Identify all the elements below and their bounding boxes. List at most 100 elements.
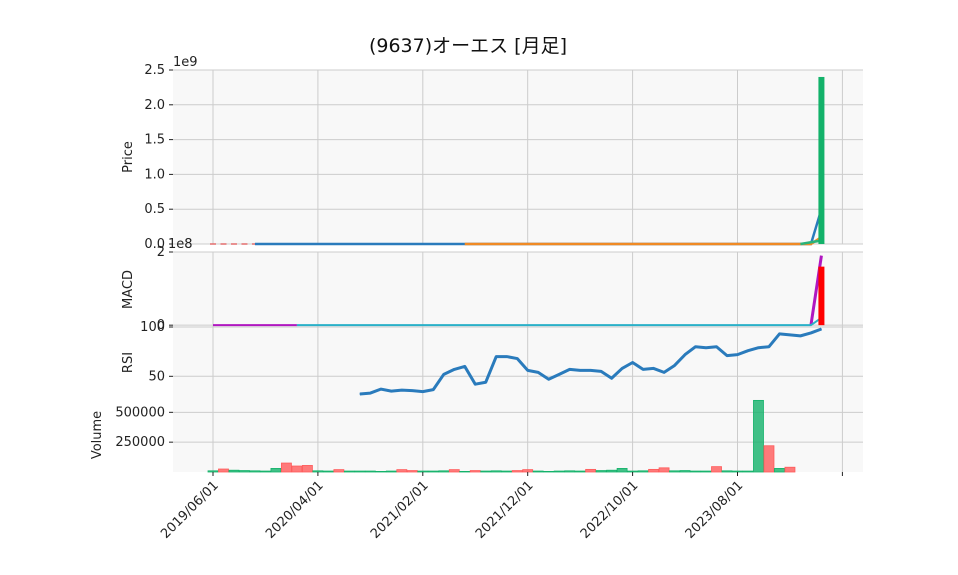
- x-tick-label-1: 2020/04/01: [263, 478, 327, 542]
- price-ytick-label-0: 0.0: [144, 237, 165, 252]
- volume-bar-33: [553, 470, 565, 473]
- rsi-point-15: [369, 392, 371, 394]
- price-ylabel: Price: [121, 141, 136, 173]
- volume-bar-31: [532, 470, 544, 473]
- rsi-point-38: [611, 377, 613, 379]
- volume-bar-3: [239, 470, 250, 473]
- volume-bar-18: [396, 469, 408, 473]
- rsi-point-31: [537, 371, 539, 373]
- rsi-point-42: [653, 367, 655, 369]
- volume-bar-14: [354, 470, 366, 473]
- volume-bar-39: [616, 468, 628, 473]
- macd-ytick-label-1: 2: [157, 245, 165, 260]
- rsi-point-41: [642, 368, 644, 370]
- volume-bar-0: [207, 470, 219, 473]
- rsi-point-19: [411, 390, 413, 392]
- x-tick-label-0: 2019/06/01: [158, 478, 222, 542]
- rsi-point-28: [506, 356, 508, 358]
- volume-bar-54: [774, 468, 785, 473]
- volume-panel-bg: [173, 398, 863, 472]
- rsi-point-24: [464, 365, 466, 367]
- volume-bar-46: [690, 470, 701, 473]
- volume-bar-11: [322, 470, 334, 473]
- x-tick-label-3: 2021/12/01: [473, 478, 537, 542]
- volume-bar-44: [669, 470, 680, 473]
- volume-bar-42: [648, 468, 659, 473]
- rsi-point-20: [422, 391, 424, 393]
- rsi-point-56: [799, 335, 801, 337]
- volume-bar-55: [784, 466, 796, 473]
- price-offset-label: 1e9: [173, 55, 198, 70]
- volume-bar-40: [627, 470, 638, 473]
- rsi-point-35: [579, 369, 581, 371]
- rsi-point-46: [695, 346, 697, 348]
- rsi-point-45: [684, 354, 686, 356]
- rsi-ytick-label-0: 50: [148, 369, 165, 384]
- rsi-point-47: [705, 347, 707, 349]
- rsi-point-50: [737, 354, 738, 356]
- macd-panel-bg: [173, 252, 863, 327]
- volume-bar-50: [732, 470, 743, 473]
- volume-ytick-label-0: 250000: [115, 435, 165, 450]
- volume-bar-53: [763, 445, 775, 473]
- price-last-candle: [818, 76, 825, 245]
- rsi-point-54: [778, 333, 780, 335]
- volume-bar-1: [218, 468, 229, 473]
- volume-bar-6: [270, 468, 282, 473]
- chart-title: (9637)オーエス [月足]: [369, 35, 567, 57]
- x-tick-label-5: 2023/08/01: [683, 478, 747, 542]
- rsi-point-26: [485, 381, 487, 383]
- volume-bar-7: [281, 462, 292, 473]
- volume-bar-2: [228, 469, 240, 473]
- rsi-point-18: [401, 389, 403, 391]
- volume-bar-41: [637, 470, 649, 473]
- rsi-point-51: [747, 350, 749, 352]
- price-ytick-label-4: 2.0: [144, 98, 165, 113]
- price-ytick-label-5: 2.5: [144, 63, 165, 78]
- rsi-point-25: [474, 383, 476, 385]
- rsi-point-22: [443, 373, 445, 375]
- macd-ytick-label-0: 0: [157, 318, 165, 333]
- volume-bar-36: [585, 468, 597, 473]
- rsi-point-33: [558, 373, 560, 375]
- rsi-point-23: [453, 368, 455, 370]
- rsi-point-16: [380, 388, 382, 390]
- volume-bar-23: [448, 469, 460, 473]
- volume-bar-21: [427, 470, 439, 473]
- volume-bar-22: [438, 470, 450, 473]
- rsi-point-27: [495, 356, 497, 358]
- macd-histogram-bar: [818, 266, 825, 326]
- volume-bar-19: [406, 470, 418, 473]
- rsi-point-34: [569, 368, 571, 370]
- volume-bar-45: [679, 470, 691, 473]
- macd-offset-label: 1e8: [168, 237, 193, 252]
- volume-bar-5: [260, 470, 271, 473]
- volume-bar-37: [595, 470, 607, 473]
- volume-bar-48: [711, 466, 722, 473]
- rsi-point-44: [674, 364, 676, 366]
- volume-bar-12: [333, 469, 345, 473]
- rsi-point-29: [516, 358, 518, 360]
- rsi-point-36: [590, 369, 592, 371]
- volume-bar-29: [511, 470, 523, 473]
- rsi-ytick-label-1: 100: [140, 320, 165, 335]
- volume-bar-16: [375, 471, 387, 473]
- rsi-point-58: [820, 328, 822, 330]
- macd-signal-line: [296, 317, 822, 327]
- volume-bar-20: [417, 470, 429, 473]
- volume-bar-30: [522, 469, 534, 473]
- volume-bar-9: [302, 465, 313, 473]
- price-ma-line-2: [464, 235, 823, 246]
- volume-bar-34: [564, 470, 576, 473]
- rsi-point-39: [621, 367, 623, 369]
- rsi-point-37: [600, 370, 602, 372]
- volume-bar-28: [501, 470, 513, 473]
- x-tick-label-2: 2021/02/01: [368, 478, 432, 542]
- volume-bar-15: [364, 470, 376, 473]
- rsi-point-14: [359, 393, 361, 395]
- volume-bar-32: [543, 471, 555, 473]
- volume-bar-38: [606, 469, 618, 473]
- volume-bar-8: [291, 465, 303, 473]
